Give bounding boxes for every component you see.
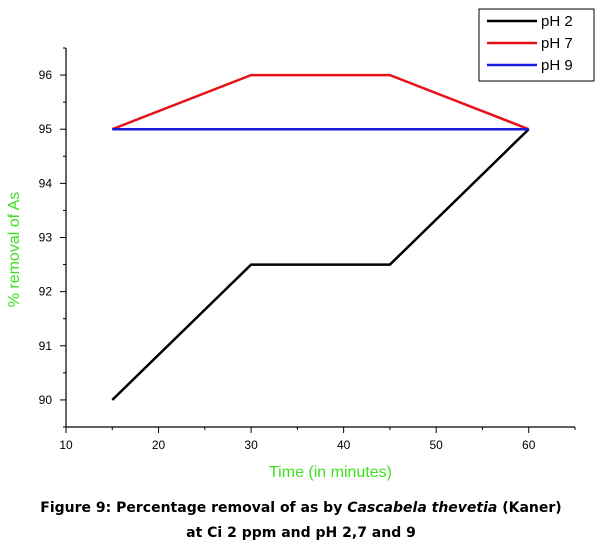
x-tick-label: 50 [430,438,444,452]
y-tick-label: 91 [39,339,53,353]
caption-prefix: Figure 9: Percentage removal of as by [40,500,348,516]
x-axis-title: Time (in minutes) [269,464,392,481]
caption-species-name: Cascabela thevetia [347,500,498,516]
y-tick-label: 95 [39,122,53,136]
x-tick-label: 40 [337,438,351,452]
y-tick-label: 96 [39,68,53,82]
legend-label-ph-9: pH 9 [541,57,573,74]
series-line-ph-7 [111,73,530,131]
figure-caption-line-2: at Ci 2 ppm and pH 2,7 and 9 [186,525,416,541]
y-tick-label: 92 [39,285,53,299]
x-tick-label: 60 [522,438,536,452]
series-line-ph-2 [111,128,530,401]
y-axis-title: % removal of As [6,192,23,308]
y-tick-label: 90 [39,393,53,407]
line-chart: 10 20 30 40 50 60 90 91 92 93 94 95 96 Time (in minu… [6,8,595,481]
legend: pH 2 pH 7 pH 9 [478,8,595,82]
x-tick-label: 20 [152,438,166,452]
x-tick-label: 30 [244,438,258,452]
x-tick-label: 10 [59,438,73,452]
figure-caption-line-1: Figure 9: Percentage removal of as by Ca… [0,496,602,520]
y-tick-label: 94 [39,176,53,190]
series-layer [111,73,530,401]
caption-suffix: (Kaner) [497,500,562,516]
y-tick-label: 93 [39,231,53,245]
ticks: 10 20 30 40 50 60 90 91 92 93 94 95 96 [39,47,576,452]
legend-label-ph-7: pH 7 [541,35,573,52]
legend-label-ph-2: pH 2 [541,13,573,30]
